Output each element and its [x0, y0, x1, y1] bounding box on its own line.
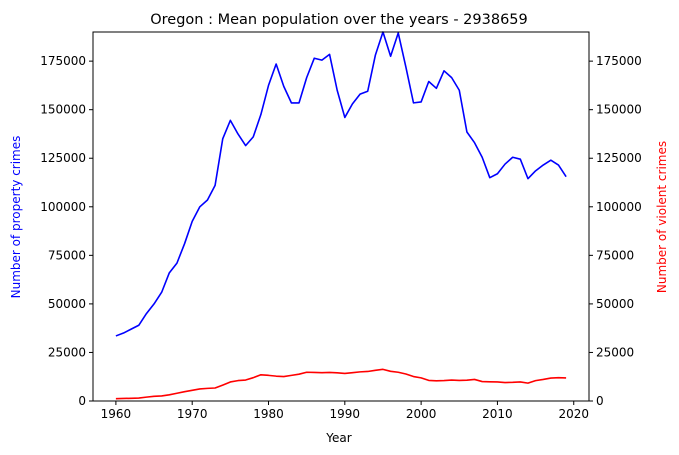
left-y-tick-label: 100000 [40, 200, 86, 214]
left-y-tick-label: 50000 [48, 297, 86, 311]
chart-title: Oregon : Mean population over the years … [150, 12, 528, 28]
violent-crimes-line [115, 368, 567, 400]
property-crimes-line [115, 31, 567, 337]
left-y-tick-label: 0 [78, 394, 86, 408]
right-y-tick-label: 100000 [596, 200, 642, 214]
left-y-axis-label: Number of property crimes [9, 136, 23, 299]
left-y-tick-label: 150000 [40, 103, 86, 117]
right-y-tick-label: 150000 [596, 103, 642, 117]
left-y-tick-label: 175000 [40, 54, 86, 68]
x-tick-label: 1960 [101, 407, 132, 421]
right-y-tick-label: 125000 [596, 151, 642, 165]
right-y-tick-label: 0 [596, 394, 604, 408]
right-y-axis-label: Number of violent crimes [655, 141, 669, 293]
left-y-tick-label: 125000 [40, 151, 86, 165]
x-tick-label: 1980 [253, 407, 284, 421]
plot-frame [92, 31, 590, 402]
right-y-tick-label: 50000 [596, 297, 634, 311]
x-axis: 1960 1970 1980 1990 2000 2010 2020 [101, 401, 589, 421]
x-axis-label: Year [325, 431, 351, 445]
x-tick-label: 2010 [482, 407, 513, 421]
x-tick-label: 1970 [177, 407, 208, 421]
x-tick-label: 2000 [406, 407, 437, 421]
right-y-axis: 0 25000 50000 75000 100000 125000 150000 175000 [589, 54, 642, 408]
plot-area [92, 31, 590, 402]
right-y-tick-label: 25000 [596, 345, 634, 359]
x-tick-label: 2020 [558, 407, 589, 421]
x-tick-label: 1990 [330, 407, 361, 421]
right-y-tick-label: 75000 [596, 248, 634, 262]
left-y-axis: 0 25000 50000 75000 100000 125000 150000 175000 [40, 54, 93, 408]
right-y-tick-label: 175000 [596, 54, 642, 68]
left-y-tick-label: 75000 [48, 248, 86, 262]
left-y-tick-label: 25000 [48, 345, 86, 359]
